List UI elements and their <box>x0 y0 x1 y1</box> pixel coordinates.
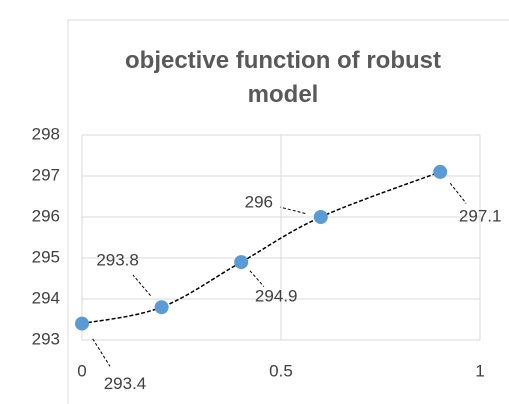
leader-line <box>280 206 306 214</box>
x-tick-label: 0 <box>77 361 86 380</box>
x-tick-label: 1 <box>475 361 484 380</box>
data-label: 294.9 <box>255 287 298 306</box>
y-tick-label: 296 <box>32 206 60 225</box>
data-label: 293.4 <box>104 374 147 393</box>
y-tick-label: 295 <box>32 247 60 266</box>
leader-line <box>449 182 467 204</box>
marker <box>75 316 89 331</box>
marker <box>154 300 169 315</box>
data-label: 297.1 <box>459 206 502 225</box>
y-tick-label: 298 <box>32 124 60 143</box>
y-tick-label: 297 <box>32 165 60 184</box>
leader-line <box>92 338 111 367</box>
marker <box>433 164 448 179</box>
chart-frame <box>67 19 509 404</box>
line <box>81 171 441 325</box>
y-tick-label: 294 <box>32 288 60 307</box>
chart-title: objective function of robust model <box>125 47 441 108</box>
y-tick-label: 293 <box>32 329 60 348</box>
leader-line <box>249 270 265 287</box>
x-tick-label: 0.5 <box>269 361 293 380</box>
data-label: 296 <box>245 192 273 211</box>
leader-line <box>132 274 151 297</box>
data-label: 293.8 <box>96 251 139 270</box>
marker <box>234 255 249 270</box>
marker <box>313 210 328 224</box>
